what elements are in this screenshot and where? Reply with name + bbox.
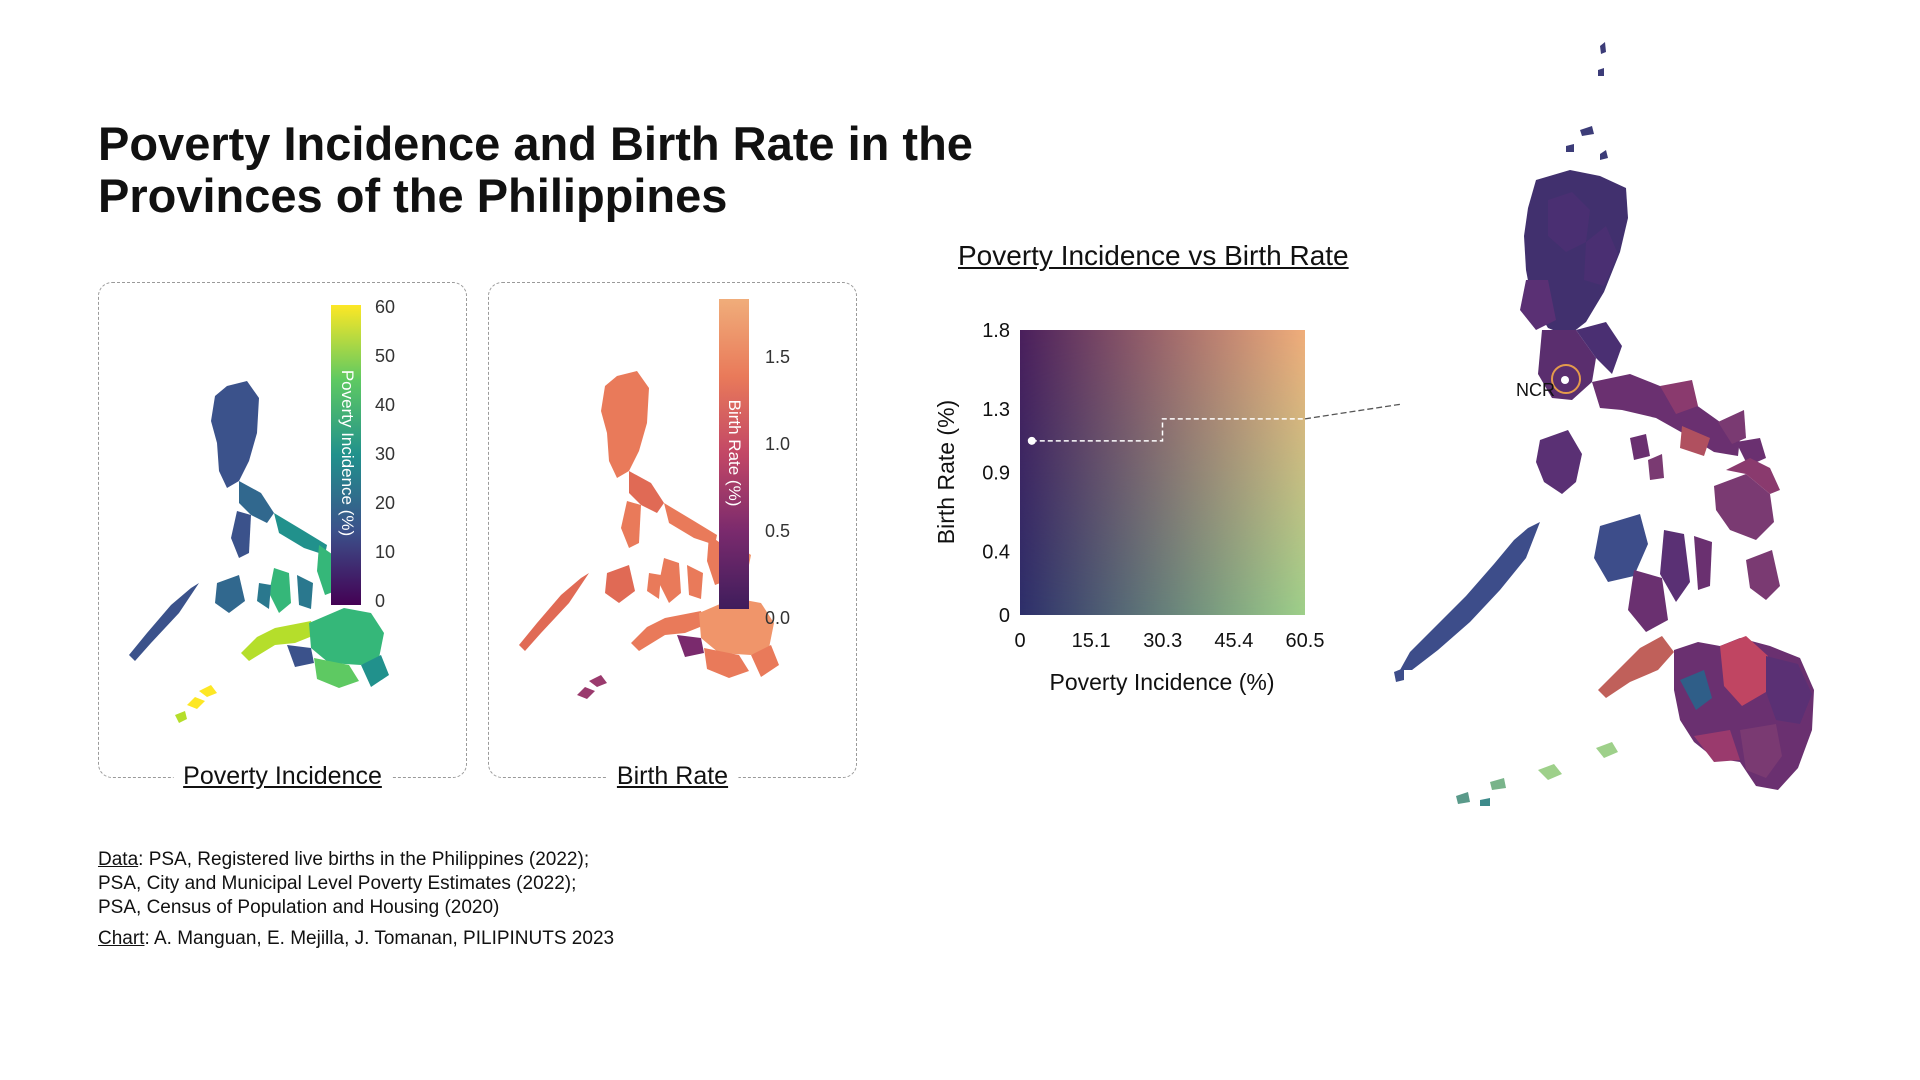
bivariate-main-map: NCR (1394, 42, 1814, 806)
poverty-legend-tick: 50 (375, 346, 396, 366)
main-map-mindanao (1598, 636, 1814, 790)
chart-title-line-1: Poverty Incidence and Birth Rate in the (98, 117, 973, 170)
main-map-palawan (1394, 522, 1540, 682)
birth-legend-tick: 1.0 (765, 434, 791, 454)
birth-legend-tick: 0.0 (765, 608, 791, 628)
ncr-leader-line (1031, 418, 1305, 442)
bivariate-gradient-top (1020, 330, 1305, 615)
ncr-marker: NCR (1516, 364, 1581, 400)
poverty-legend-title: Poverty Incidence (%) (338, 369, 357, 537)
chart-credit-text: : A. Manguan, E. Mejilla, J. Tomanan, PI… (144, 928, 615, 949)
data-label: Data (98, 849, 139, 870)
y-tick-label: 1.8 (982, 320, 1010, 342)
data-source-3: PSA, Census of Population and Housing (2… (98, 897, 500, 918)
y-axis-label: Birth Rate (%) (933, 400, 959, 544)
poverty-legend-tick: 10 (375, 542, 396, 562)
poverty-panel-caption: Poverty Incidence (173, 762, 392, 791)
y-tick-label: 0.4 (982, 542, 1010, 564)
main-map-babuyan (1566, 126, 1608, 160)
birth-rate-map (519, 371, 779, 699)
poverty-legend-tick: 30 (375, 444, 396, 464)
bivariate-chart-marks: 0 15.1 30.3 45.4 60.5 0 0.4 0.9 1.3 1.8 (982, 320, 1400, 652)
credits: Data: PSA, Registered live births in the… (98, 848, 614, 951)
data-source-line-1: Data: PSA, Registered live births in the… (98, 848, 614, 872)
birth-rate-panel: Birth Rate (%) 1.5 1.0 0.5 0.0 Birth Rat… (488, 282, 857, 791)
poverty-map-palawan (129, 583, 199, 661)
main-map-south-luzon (1592, 374, 1766, 466)
birth-map-sulu (577, 675, 607, 699)
main-map-visayas (1594, 458, 1780, 632)
birth-legend-tick: 1.5 (765, 347, 791, 367)
y-tick-label: 0.9 (982, 463, 1010, 485)
poverty-map-mindanao (241, 608, 389, 688)
birth-panel-caption: Birth Rate (606, 762, 739, 791)
poverty-incidence-panel: Poverty Incidence (%) 60 50 40 30 20 10 … (98, 282, 467, 791)
poverty-legend-tick: 0 (375, 591, 386, 611)
x-tick-label: 30.3 (1143, 630, 1182, 652)
x-tick-label: 45.4 (1214, 630, 1253, 652)
data-source-1: : PSA, Registered live births in the Phi… (138, 849, 590, 870)
ncr-label: NCR (1516, 380, 1555, 400)
birth-legend-colorbar (719, 299, 749, 609)
bivariate-legend-chart: 0 15.1 30.3 45.4 60.5 0 0.4 0.9 1.3 1.8 Poverty I… (933, 320, 1400, 695)
chart-title: Poverty Incidence and Birth Rate in the … (98, 118, 1058, 222)
poverty-legend-tick: 20 (375, 493, 396, 513)
birth-legend-title: Birth Rate (%) (725, 399, 744, 507)
scatter-title: Poverty Incidence vs Birth Rate (958, 240, 1349, 271)
x-axis-label: Poverty Incidence (%) (1050, 669, 1275, 695)
y-tick-label: 0 (999, 605, 1010, 627)
poverty-legend-colorbar (331, 305, 361, 605)
chart-label: Chart (98, 928, 145, 949)
x-tick-label: 0 (1014, 630, 1025, 652)
poverty-map-sulu (175, 685, 217, 723)
ncr-point (1027, 436, 1036, 445)
main-map-north-luzon (1520, 170, 1628, 336)
poverty-legend-tick: 60 (375, 297, 396, 317)
data-source-2: PSA, City and Municipal Level Poverty Es… (98, 873, 577, 894)
x-tick-label: 60.5 (1286, 630, 1325, 652)
poverty-map-luzon (211, 381, 327, 558)
main-map-mindoro-romblon (1536, 430, 1664, 494)
birth-map-palawan (519, 573, 589, 651)
birth-legend-tick: 0.5 (765, 521, 791, 541)
birth-map-mindanao (631, 598, 779, 678)
birth-map-luzon (601, 371, 717, 548)
main-map-batanes (1598, 42, 1606, 76)
chart-credit: Chart: A. Manguan, E. Mejilla, J. Tomana… (98, 927, 614, 951)
chart-title-line-2: Provinces of the Philippines (98, 169, 728, 222)
poverty-legend-tick: 40 (375, 395, 396, 415)
y-tick-label: 1.3 (982, 399, 1010, 421)
poverty-incidence-map (129, 381, 389, 723)
main-map-sulu (1456, 742, 1618, 806)
x-tick-label: 15.1 (1072, 630, 1111, 652)
